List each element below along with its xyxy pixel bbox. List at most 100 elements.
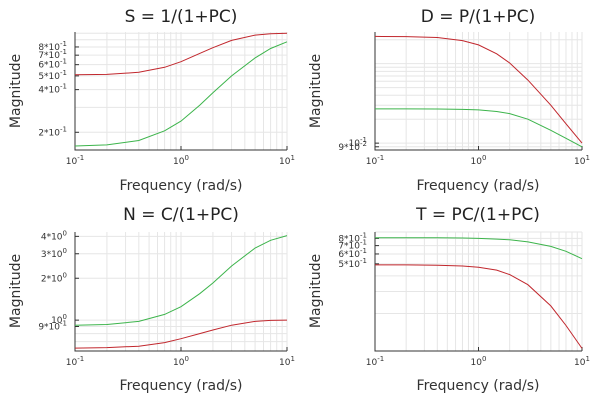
y-tick-exponent: -1	[60, 58, 67, 66]
series-line-green	[375, 108, 583, 148]
y-tick-base: 6*10	[38, 61, 60, 71]
x-tick-exponent: 1	[290, 355, 294, 363]
y-tick-base: 9*10	[338, 143, 360, 153]
y-tick-exponent: -1	[60, 69, 67, 77]
y-tick-exponent: -1	[360, 239, 367, 247]
y-tick-label: 5*10-1	[38, 69, 67, 82]
subplot-title: N = C/(1+PC)	[123, 205, 239, 225]
y-tick-base: 7*10	[338, 242, 360, 252]
x-tick-base: 10	[66, 358, 78, 368]
x-tick-exponent: 0	[184, 355, 188, 363]
y-tick-base: 9*10	[38, 323, 60, 333]
y-tick-label: 4*100	[41, 229, 67, 242]
x-axis-label: Frequency (rad/s)	[120, 178, 243, 194]
y-axis-label: Magnitude	[308, 54, 324, 128]
y-tick-base: 2*10	[38, 128, 60, 138]
x-tick-label: 100	[471, 355, 487, 368]
y-tick-label: 7*10-1	[38, 48, 67, 61]
subplot-title: S = 1/(1+PC)	[125, 7, 238, 27]
x-tick-base: 10	[471, 358, 483, 368]
y-tick-label: 2*100	[41, 271, 67, 284]
x-axis-label: Frequency (rad/s)	[120, 378, 243, 394]
y-tick-label: 9*10-2	[338, 140, 367, 153]
y-tick-base: 10	[51, 316, 63, 326]
y-tick-exponent: -1	[60, 320, 67, 328]
y-tick-exponent: 0	[63, 229, 67, 237]
x-tick-label: 10-1	[366, 355, 384, 368]
x-tick-exponent: 0	[184, 154, 188, 162]
y-tick-exponent: -1	[360, 231, 367, 239]
x-tick-base: 10	[66, 157, 78, 167]
y-tick-label: 100	[51, 313, 67, 326]
y-axis-label: Magnitude	[8, 54, 24, 128]
x-tick-exponent: 1	[585, 154, 589, 162]
y-tick-exponent: -2	[360, 140, 367, 148]
x-tick-exponent: -1	[377, 154, 384, 162]
y-tick-base: 8*10	[338, 234, 360, 244]
y-tick-base: 4*10	[41, 232, 63, 242]
x-tick-exponent: -1	[77, 154, 84, 162]
y-tick-label: 4*10-1	[38, 83, 67, 96]
y-axis-label: Magnitude	[8, 254, 24, 328]
y-tick-label: 8*10-1	[338, 231, 367, 244]
y-tick-exponent: -1	[60, 48, 67, 56]
x-axis-label: Frequency (rad/s)	[417, 378, 540, 394]
x-tick-base: 10	[279, 358, 291, 368]
y-tick-label: 8*10-1	[38, 40, 67, 53]
x-tick-exponent: 0	[482, 154, 486, 162]
y-tick-base: 3*10	[41, 250, 63, 260]
y-tick-exponent: -1	[360, 257, 367, 265]
x-tick-label: 100	[471, 154, 487, 167]
x-axis-label: Frequency (rad/s)	[417, 178, 540, 194]
x-tick-base: 10	[173, 358, 185, 368]
y-tick-base: 5*10	[38, 72, 60, 82]
series-line-green	[74, 41, 288, 147]
x-tick-label: 100	[173, 355, 189, 368]
y-tick-exponent: -1	[360, 136, 367, 144]
y-tick-label: 6*10-1	[338, 247, 367, 260]
x-tick-exponent: 1	[585, 355, 589, 363]
y-tick-base: 8*10	[38, 43, 60, 53]
y-axis-label: Magnitude	[308, 254, 324, 328]
x-tick-base: 10	[366, 358, 378, 368]
series-line-green	[375, 237, 583, 260]
series-line-green	[74, 235, 288, 326]
x-tick-label: 101	[279, 355, 295, 368]
x-tick-base: 10	[471, 157, 483, 167]
x-tick-exponent: -1	[77, 355, 84, 363]
x-tick-base: 10	[279, 157, 291, 167]
series-line-red	[74, 319, 288, 349]
y-tick-label: 7*10-1	[338, 239, 367, 252]
subplot-title: T = PC/(1+PC)	[415, 205, 540, 225]
y-tick-label: 6*10-1	[38, 58, 67, 71]
y-tick-exponent: 0	[63, 271, 67, 279]
x-tick-exponent: 1	[290, 154, 294, 162]
y-tick-label: 2*10-1	[38, 125, 67, 138]
y-tick-base: 6*10	[338, 250, 360, 260]
y-tick-exponent: -1	[60, 40, 67, 48]
x-tick-label: 10-1	[366, 154, 384, 167]
x-tick-base: 10	[574, 157, 586, 167]
y-tick-exponent: -1	[360, 247, 367, 255]
y-tick-exponent: -1	[60, 125, 67, 133]
x-tick-label: 100	[173, 154, 189, 167]
series-line-red	[375, 264, 583, 349]
x-tick-label: 101	[574, 154, 590, 167]
y-tick-exponent: 0	[63, 313, 67, 321]
y-tick-exponent: 0	[63, 247, 67, 255]
y-tick-label: 9*10-1	[38, 320, 67, 333]
x-tick-label: 101	[574, 355, 590, 368]
y-tick-base: 4*10	[38, 86, 60, 96]
x-tick-base: 10	[173, 157, 185, 167]
y-tick-base: 5*10	[338, 260, 360, 270]
series-line-red	[74, 32, 288, 76]
y-tick-base: 2*10	[41, 274, 63, 284]
x-tick-label: 101	[279, 154, 295, 167]
x-tick-label: 10-1	[66, 355, 84, 368]
x-tick-base: 10	[366, 157, 378, 167]
subplot-title: D = P/(1+PC)	[421, 7, 536, 27]
